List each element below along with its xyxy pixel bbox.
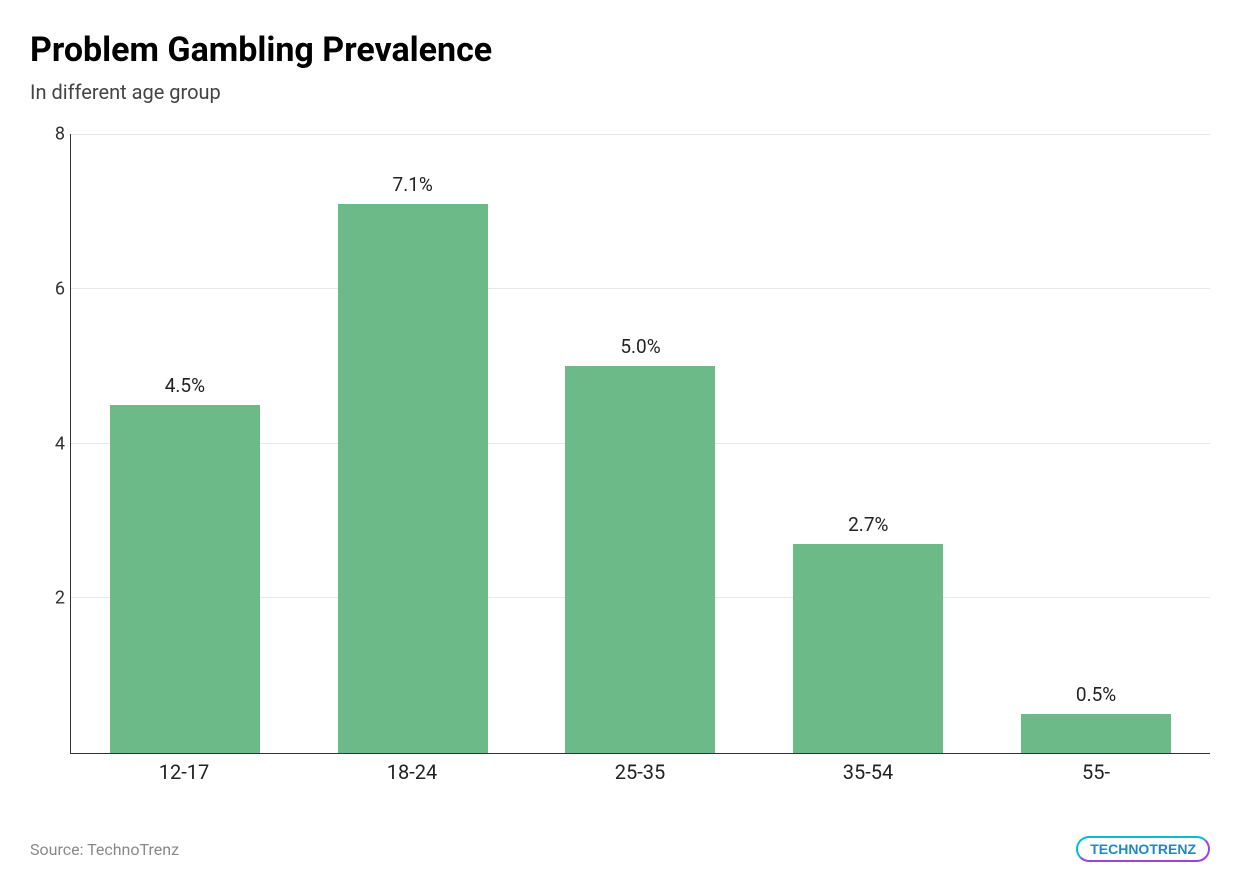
bar: 5.0% (565, 134, 715, 753)
bar-rect (565, 366, 715, 753)
bar: 2.7% (793, 134, 943, 753)
x-axis-labels: 12-17 18-24 25-35 35-54 55- (70, 760, 1210, 784)
bar-rect (1021, 714, 1171, 753)
y-tick-label: 4 (41, 433, 65, 454)
brand-logo: TECHNOTRENZ (1076, 836, 1210, 862)
bar: 0.5% (1021, 134, 1171, 753)
x-tick-label: 35-54 (793, 760, 943, 784)
bars-container: 4.5% 7.1% 5.0% 2.7% 0.5% (71, 134, 1210, 753)
source-text: Source: TechnoTrenz (30, 840, 179, 859)
bar-value-label: 5.0% (620, 335, 660, 358)
bar-rect (793, 544, 943, 753)
x-tick-label: 55- (1021, 760, 1171, 784)
bar: 4.5% (110, 134, 260, 753)
bar-value-label: 2.7% (848, 513, 888, 536)
x-tick-label: 12-17 (109, 760, 259, 784)
chart-title: Problem Gambling Prevalence (30, 30, 1210, 70)
bar-value-label: 4.5% (165, 374, 205, 397)
bar-rect (110, 405, 260, 753)
bar: 7.1% (338, 134, 488, 753)
logo-text-a: TECHNO (1090, 841, 1149, 857)
y-tick-label: 2 (41, 588, 65, 609)
footer: Source: TechnoTrenz TECHNOTRENZ (30, 836, 1210, 862)
y-tick-label: 6 (41, 278, 65, 299)
bar-value-label: 7.1% (393, 173, 433, 196)
plot-area: 2 4 6 8 4.5% 7.1% 5.0% 2.7% (70, 134, 1210, 754)
logo-text-b: TRENZ (1149, 841, 1196, 857)
bar-rect (338, 204, 488, 753)
y-tick-label: 8 (41, 124, 65, 145)
chart-area: 2 4 6 8 4.5% 7.1% 5.0% 2.7% (30, 124, 1210, 804)
bar-value-label: 0.5% (1076, 683, 1116, 706)
x-tick-label: 25-35 (565, 760, 715, 784)
x-tick-label: 18-24 (337, 760, 487, 784)
chart-subtitle: In different age group (30, 80, 1210, 104)
